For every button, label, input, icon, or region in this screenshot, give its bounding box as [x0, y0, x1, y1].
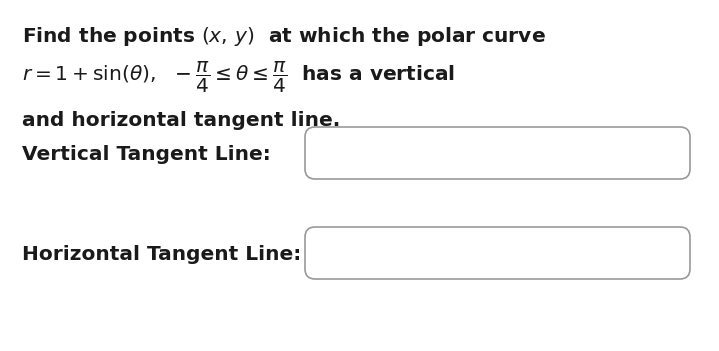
Text: $r = 1 + \sin(\theta),\;\; -\dfrac{\pi}{4} \leq \theta \leq \dfrac{\pi}{4}$  has: $r = 1 + \sin(\theta),\;\; -\dfrac{\pi}{… [22, 60, 455, 95]
FancyBboxPatch shape [305, 227, 690, 279]
Text: and horizontal tangent line.: and horizontal tangent line. [22, 111, 340, 130]
FancyBboxPatch shape [305, 127, 690, 179]
Text: Find the points $(x,\, y)$  at which the polar curve: Find the points $(x,\, y)$ at which the … [22, 25, 546, 48]
Text: Vertical Tangent Line:: Vertical Tangent Line: [22, 146, 271, 165]
Text: Horizontal Tangent Line:: Horizontal Tangent Line: [22, 245, 301, 265]
